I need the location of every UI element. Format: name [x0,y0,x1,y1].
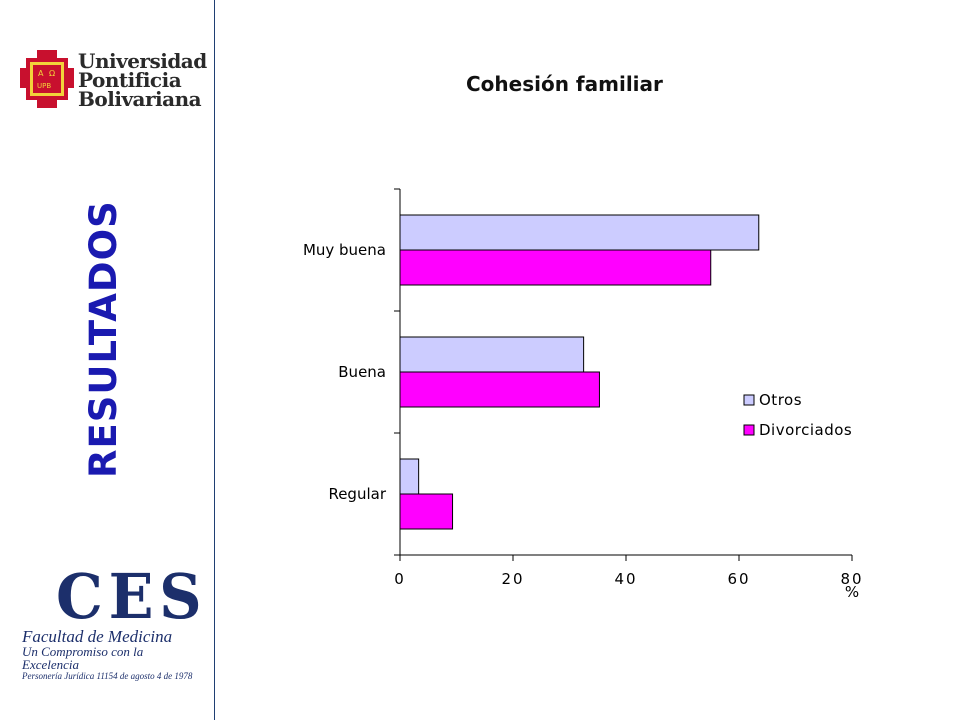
bar-divorciados-1 [399,371,600,408]
category-label: Regular [328,485,386,503]
ces-logo: CES Facultad de Medicina Un Compromiso c… [22,560,208,682]
seal-letters-upb: UPB [37,82,51,90]
chart-title: Cohesión familiar [466,72,663,96]
bar-otros-2 [399,458,420,495]
ces-motto: Un Compromiso con la Excelencia [22,644,144,672]
bar-divorciados-0 [399,249,712,286]
legend-swatch-divorciados [743,424,755,436]
ces-name: CES [56,560,208,633]
x-tick-label: 60 [727,570,750,588]
seal-letter-alpha: A [38,69,44,78]
x-tick-label: 40 [614,570,637,588]
university-line-3: Bolivariana [78,87,202,111]
bar-otros-0 [399,214,760,251]
x-tick-label: 20 [501,570,524,588]
cross-icon [20,50,74,108]
x-tick-label: 0 [394,570,406,588]
category-label: Buena [338,363,386,381]
legend-swatch-otros [743,394,755,406]
legend-label-otros: Otros [759,391,802,409]
vertical-divider [214,0,215,720]
ces-legal: Personería Jurídica 11154 de agosto 4 de… [22,671,193,681]
x-tick-label: 80 [840,570,863,588]
bar-otros-1 [399,336,585,373]
university-name: Universidad Pontificia Bolivariana [78,49,207,111]
upb-seal-logo: A Ω UPB [20,50,74,108]
seal-letter-omega: Ω [49,69,55,78]
university-line-1: Universidad [78,49,207,73]
legend-label-divorciados: Divorciados [759,421,852,439]
x-axis-label: % [845,583,859,601]
ces-faculty: Facultad de Medicina [22,627,173,646]
category-label: Muy buena [303,241,386,259]
bar-divorciados-2 [399,493,454,530]
university-line-2: Pontificia [78,68,182,92]
